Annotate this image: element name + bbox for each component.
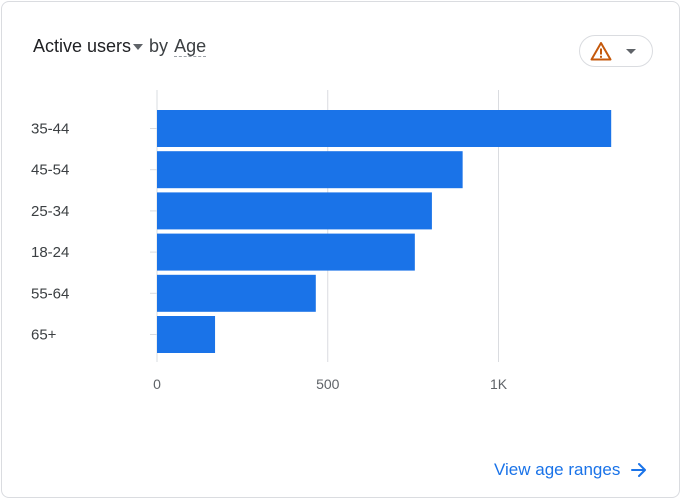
view-age-ranges-label: View age ranges — [494, 460, 621, 479]
bar-35-44[interactable] — [157, 110, 612, 147]
category-label: 65+ — [31, 327, 57, 344]
x-tick-label: 0 — [153, 376, 161, 392]
bar-45-54[interactable] — [157, 151, 463, 189]
bar-25-34[interactable] — [157, 192, 432, 230]
chevron-down-icon — [626, 48, 636, 54]
x-tick-label: 500 — [316, 376, 340, 392]
category-label: 35-44 — [31, 121, 69, 138]
bar-18-24[interactable] — [157, 233, 415, 271]
category-label: 18-24 — [31, 244, 69, 261]
warning-triangle-icon — [590, 42, 612, 61]
category-label: 45-54 — [31, 162, 69, 179]
title-by-label: by — [149, 36, 169, 56]
data-quality-menu-button[interactable] — [579, 35, 653, 67]
category-label: 55-64 — [31, 285, 69, 302]
metric-dropdown-icon[interactable] — [133, 44, 144, 50]
view-age-ranges-link[interactable]: View age ranges — [494, 458, 648, 482]
x-tick-label: 1K — [490, 376, 508, 392]
arrow-right-icon — [631, 463, 647, 477]
bar-55-64[interactable] — [157, 274, 316, 312]
metric-selector[interactable]: Active users — [33, 36, 132, 56]
dimension-selector[interactable]: Age — [174, 35, 207, 57]
card-title: Active users by Age — [33, 34, 207, 58]
category-label: 25-34 — [31, 203, 69, 220]
bar-65+[interactable] — [157, 316, 216, 353]
